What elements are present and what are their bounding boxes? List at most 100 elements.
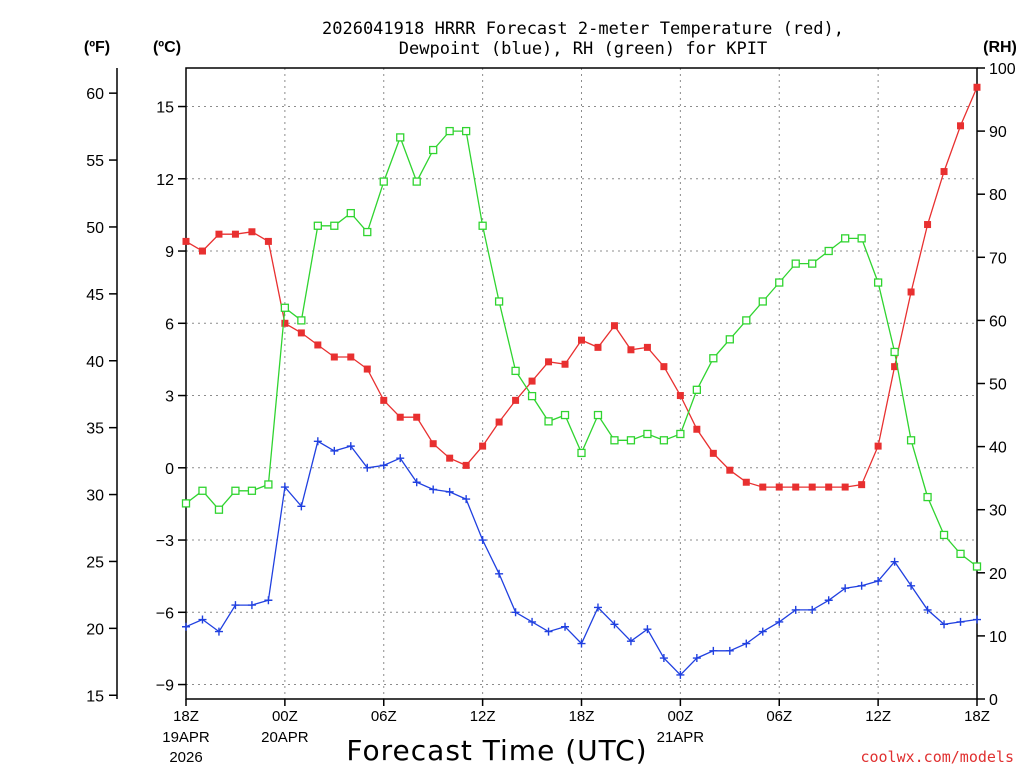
temperature-point [610, 322, 618, 330]
temperature-point [957, 122, 965, 130]
dewpoint-point [857, 581, 866, 590]
temperature-point [627, 346, 635, 354]
fahrenheit-tick-label: 25 [86, 554, 104, 571]
rh-point [890, 347, 899, 357]
dewpoint-point [412, 478, 421, 487]
fahrenheit-tick-label: 40 [86, 354, 104, 371]
temperature-point [676, 392, 684, 400]
temperature-point [297, 329, 305, 337]
rh-tick-label: 10 [989, 629, 1007, 646]
rh-unit-label: (RH) [983, 39, 1017, 56]
rh-point [972, 562, 982, 571]
rh-point [264, 480, 273, 489]
fahrenheit-tick-label: 45 [86, 287, 104, 304]
celsius-tick-label: −6 [156, 605, 174, 622]
celsius-tick-label: 15 [156, 100, 174, 117]
temperature-point [264, 237, 272, 245]
rh-tick-label: 40 [989, 440, 1007, 457]
celsius-unit-label: (ºC) [153, 39, 181, 56]
dewpoint-point [742, 639, 751, 648]
dewpoint-point [791, 605, 800, 614]
dewpoint-point [758, 627, 767, 636]
rh-point [494, 297, 504, 306]
time-tick-year: 2026 [169, 749, 202, 766]
dewpoint-point [808, 605, 817, 614]
dewpoint-point [676, 670, 685, 679]
dewpoint-point [429, 485, 438, 494]
temperature-point [891, 363, 899, 371]
temperature-point [643, 343, 651, 351]
dewpoint-point [643, 625, 652, 634]
rh-point [461, 126, 471, 136]
fahrenheit-axis: 15 20 25 30 35 40 45 50 55 60 [86, 86, 117, 705]
fahrenheit-tick-label: 50 [86, 220, 104, 237]
temperature-point [347, 353, 355, 361]
rh-point [956, 549, 965, 559]
dewpoint-point [841, 584, 850, 593]
grid-lines [186, 68, 977, 699]
rh-point [939, 530, 949, 540]
time-tick-date: 21APR [657, 729, 705, 746]
temperature-point [512, 396, 520, 404]
dewpoint-point [346, 442, 355, 451]
fahrenheit-tick-label: 20 [86, 621, 104, 638]
temperature-point [742, 478, 750, 486]
rh-point [231, 486, 240, 495]
plot-frame [185, 67, 978, 700]
rh-point [659, 436, 669, 445]
dewpoint-point [313, 437, 322, 446]
temperature-point [413, 413, 421, 421]
dewpoint-point [396, 454, 405, 463]
rh-point [923, 492, 932, 502]
time-axis: 18Z 19APR 2026 00Z 20APR 06Z 12Z 18Z 00Z 21APR 06Z… [162, 699, 990, 766]
temperature-point [594, 343, 602, 351]
dewpoint-point [511, 608, 520, 617]
celsius-tick-label: −3 [156, 533, 174, 550]
temperature-point [874, 442, 882, 450]
temperature-point [775, 483, 783, 491]
rh-point [330, 221, 339, 230]
temperature-point [495, 418, 503, 426]
temperature-point [924, 221, 932, 229]
time-tick-label: 18Z [173, 708, 199, 725]
dewpoint-point [956, 617, 965, 626]
rh-point [742, 316, 751, 325]
celsius-axis: −9 −6 −3 0 3 6 9 12 15 [156, 100, 186, 695]
rh-point [725, 335, 734, 344]
temperature-point [281, 319, 289, 327]
rh-point [181, 499, 191, 508]
rh-point [560, 410, 570, 420]
rh-tick-label: 60 [989, 313, 1007, 330]
rh-point [692, 385, 702, 394]
rh-point [511, 366, 520, 376]
dewpoint-point [610, 620, 619, 629]
dewpoint-point [725, 646, 734, 655]
rh-point [313, 221, 322, 230]
rh-point [808, 259, 817, 268]
rh-point [791, 259, 800, 268]
dewpoint-point [775, 617, 784, 626]
temperature-point [759, 483, 767, 491]
dewpoint-point [528, 617, 537, 626]
dewpoint-point [692, 654, 701, 663]
fahrenheit-tick-label: 60 [86, 86, 104, 103]
temperature-point [446, 454, 454, 462]
rh-point [247, 486, 257, 495]
credit-text: coolwx.com/models [860, 748, 1014, 766]
chart-title-line1: 2026041918 HRRR Forecast 2-meter Tempera… [322, 19, 844, 39]
time-tick-label: 18Z [569, 708, 595, 725]
temperature-point [363, 365, 371, 373]
dewpoint-point [577, 639, 586, 648]
rh-point [593, 410, 603, 420]
rh-tick-label: 70 [989, 250, 1007, 267]
rh-point [577, 448, 586, 458]
temperature-point [248, 228, 256, 236]
temperature-point [973, 83, 981, 91]
celsius-tick-label: 12 [156, 172, 174, 189]
dewpoint-point [330, 446, 339, 455]
temperature-point [182, 237, 190, 245]
celsius-tick-label: 3 [165, 389, 174, 406]
fahrenheit-tick-label: 55 [86, 153, 104, 170]
temperature-point [429, 440, 437, 448]
temperature-point [561, 360, 569, 368]
